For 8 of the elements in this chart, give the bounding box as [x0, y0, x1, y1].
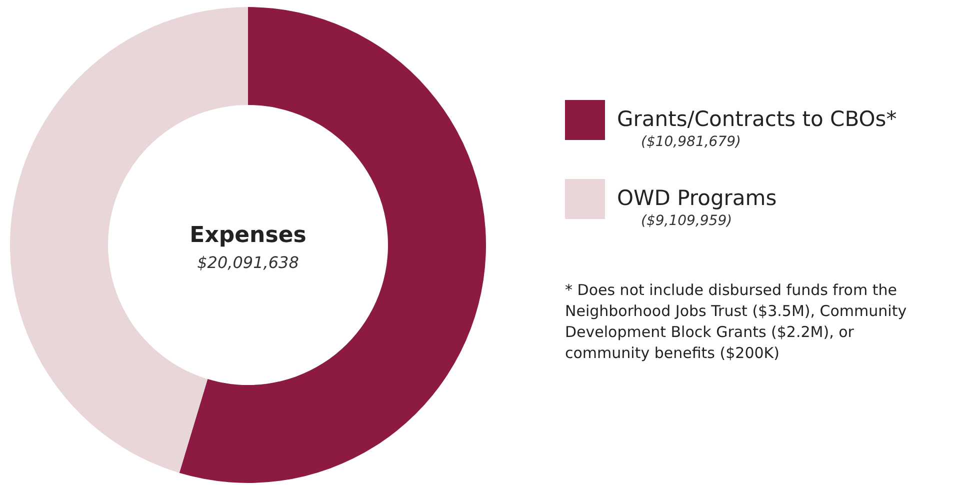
donut-slice — [179, 7, 486, 483]
legend-label: Grants/Contracts to CBOs* — [617, 107, 897, 131]
text: $20,091,638 — [197, 253, 299, 272]
data-label: ($9,109,959) — [641, 213, 732, 229]
text: Expenses — [190, 223, 306, 248]
text: * Does not include disbursed funds from the Neighborhood Jobs Trust ($3.5M), Community Development Block Grants ($2.2M), or community benefits ($200K) — [565, 281, 907, 362]
data-label: ($10,981,679) — [641, 134, 741, 150]
legend-label: OWD Programs — [617, 186, 777, 210]
